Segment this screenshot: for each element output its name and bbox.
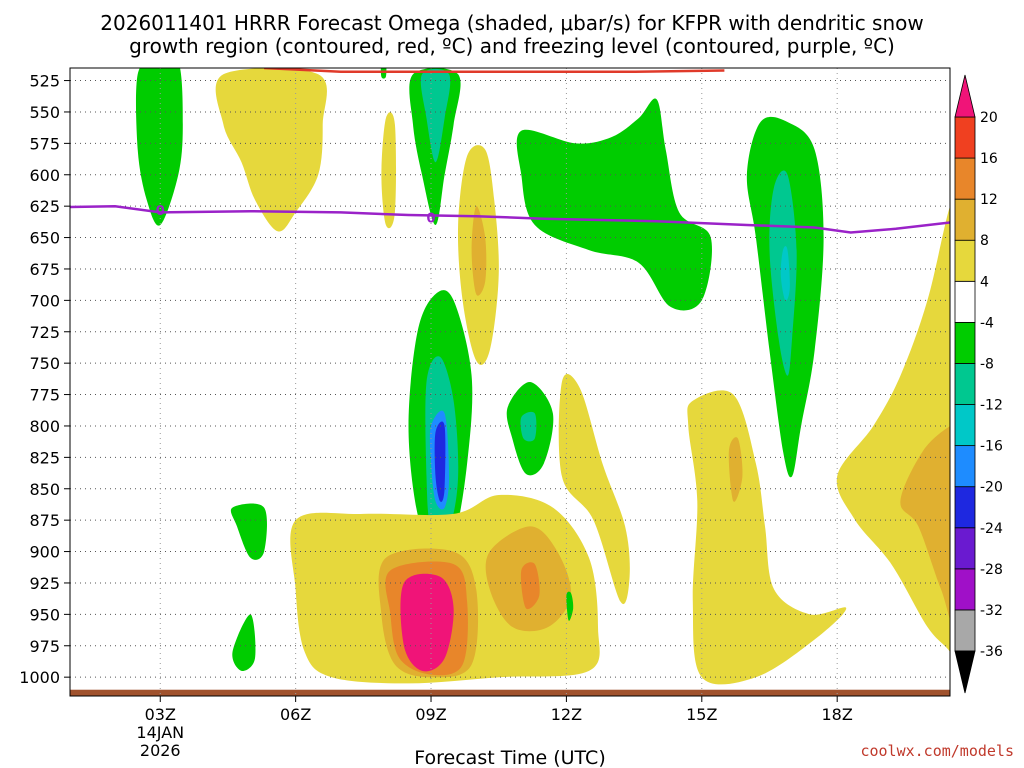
- x-tick-label-18Z: 18Z: [822, 705, 853, 724]
- colorbar-label-4: 4: [980, 274, 989, 290]
- colorbar-max-arrow: [954, 74, 976, 118]
- y-tick-label-800: 800: [29, 417, 60, 436]
- colorbar-label--20: -20: [980, 480, 1003, 496]
- colorbar-label--28: -28: [980, 562, 1003, 578]
- x-tick-label-06Z: 06Z: [280, 705, 311, 724]
- y-tick-label-875: 875: [29, 511, 60, 530]
- x-tick-label-12Z: 12Z: [551, 705, 582, 724]
- omega-region-o13: [728, 437, 743, 502]
- omega-region-d6: [434, 421, 446, 503]
- omega-region-m10a: [400, 573, 454, 672]
- omega-region-r10b: [520, 562, 540, 610]
- omega-region-g2: [380, 68, 387, 79]
- x-tick-label-15Z: 15Z: [686, 705, 717, 724]
- freezing-level-label-0: 0: [156, 204, 165, 219]
- colorbar-swatch-5: [954, 445, 976, 488]
- y-tick-label-825: 825: [29, 448, 60, 467]
- contour-layer: 00: [70, 68, 950, 234]
- y-tick-label-625: 625: [29, 197, 60, 216]
- colorbar-swatch-7: [954, 363, 976, 405]
- colorbar-swatch-3: [954, 527, 976, 570]
- colorbar-swatch-4: [954, 486, 976, 529]
- omega-region-b5: [780, 246, 790, 301]
- y-tick-label-775: 775: [29, 386, 60, 405]
- colorbar-swatch-13: [954, 116, 976, 159]
- colorbar-swatch-12: [954, 157, 976, 200]
- colorbar-swatch-10: [954, 239, 976, 282]
- colorbar-swatch-8: [954, 321, 976, 364]
- x-tick-label-09Z: 09Z: [415, 705, 446, 724]
- y-tick-label-725: 725: [29, 323, 60, 342]
- terrain-fill: [70, 689, 950, 696]
- omega-region-y1: [215, 68, 327, 232]
- x-tick-year: 2026: [140, 741, 181, 760]
- colorbar-swatch-11: [954, 198, 976, 241]
- omega-region-c3: [420, 68, 451, 163]
- y-tick-label-675: 675: [29, 260, 60, 279]
- colorbar-label-20: 20: [980, 110, 998, 126]
- x-tick-label-03Z: 03Z: [145, 705, 176, 724]
- chart-title-line-1: 2026011401 HRRR Forecast Omega (shaded, …: [100, 11, 923, 35]
- colorbar-swatch-9: [954, 280, 976, 323]
- colorbar-label--8: -8: [980, 356, 994, 372]
- y-axis: 525 550 575 600 625 650 675 700 725 750 775 800 825 8…: [19, 72, 70, 687]
- omega-region-g8: [230, 503, 267, 560]
- omega-region-y12: [558, 373, 630, 605]
- y-tick-label-750: 750: [29, 354, 60, 373]
- chart-title-line-2: growth region (contoured, red, ºC) and f…: [129, 34, 895, 58]
- dendritic-growth-contour: [264, 68, 725, 74]
- colorbar-label--4: -4: [980, 315, 994, 331]
- omega-region-c7: [520, 411, 537, 442]
- colorbar-label--32: -32: [980, 603, 1003, 619]
- x-axis-title: Forecast Time (UTC): [414, 747, 605, 768]
- y-tick-label-925: 925: [29, 574, 60, 593]
- omega-region-g9: [232, 614, 256, 672]
- colorbar-label--16: -16: [980, 439, 1003, 455]
- colorbar-label-12: 12: [980, 192, 998, 208]
- y-tick-label-700: 700: [29, 291, 60, 310]
- omega-shading-layer: [135, 68, 950, 685]
- credit-text: coolwx.com/models: [860, 742, 1014, 760]
- omega-region-y13: [687, 390, 847, 685]
- colorbar-label--12: -12: [980, 398, 1003, 414]
- colorbar-swatch-1: [954, 609, 976, 652]
- omega-region-g4: [516, 98, 712, 311]
- colorbar-label-16: 16: [980, 151, 998, 167]
- y-tick-label-600: 600: [29, 166, 60, 185]
- x-tick-date: 14JAN: [136, 723, 184, 742]
- colorbar-label-8: 8: [980, 233, 989, 249]
- freezing-level-contour: [70, 204, 950, 234]
- omega-region-o14: [900, 426, 950, 620]
- omega-region-g11: [566, 591, 574, 621]
- colorbar-swatch-2: [954, 568, 976, 611]
- y-tick-label-1000: 1000: [19, 668, 60, 687]
- y-tick-label-550: 550: [29, 103, 60, 122]
- omega-region-y2: [381, 112, 397, 229]
- terrain-layer: [70, 689, 950, 696]
- plot-frame: [69, 67, 951, 697]
- omega-region-y14: [836, 206, 950, 652]
- omega-region-o3: [471, 206, 487, 296]
- y-tick-label-850: 850: [29, 480, 60, 499]
- colorbar-min-arrow: [954, 650, 976, 694]
- grid-layer: [70, 68, 950, 696]
- y-tick-label-650: 650: [29, 229, 60, 248]
- colorbar-label--24: -24: [980, 521, 1003, 537]
- freezing-level-label-1: 0: [427, 211, 436, 226]
- y-tick-label-950: 950: [29, 605, 60, 624]
- y-tick-label-525: 525: [29, 72, 60, 91]
- colorbar-swatch-6: [954, 404, 976, 447]
- y-tick-label-975: 975: [29, 637, 60, 656]
- y-tick-label-575: 575: [29, 134, 60, 153]
- omega-region-g1: [135, 68, 183, 226]
- colorbar: -36 -32 -28 -24 -20 -16 -12 -8 -4 4 8 12 16 20: [954, 74, 1003, 694]
- y-tick-label-900: 900: [29, 543, 60, 562]
- colorbar-label--36: -36: [980, 644, 1003, 660]
